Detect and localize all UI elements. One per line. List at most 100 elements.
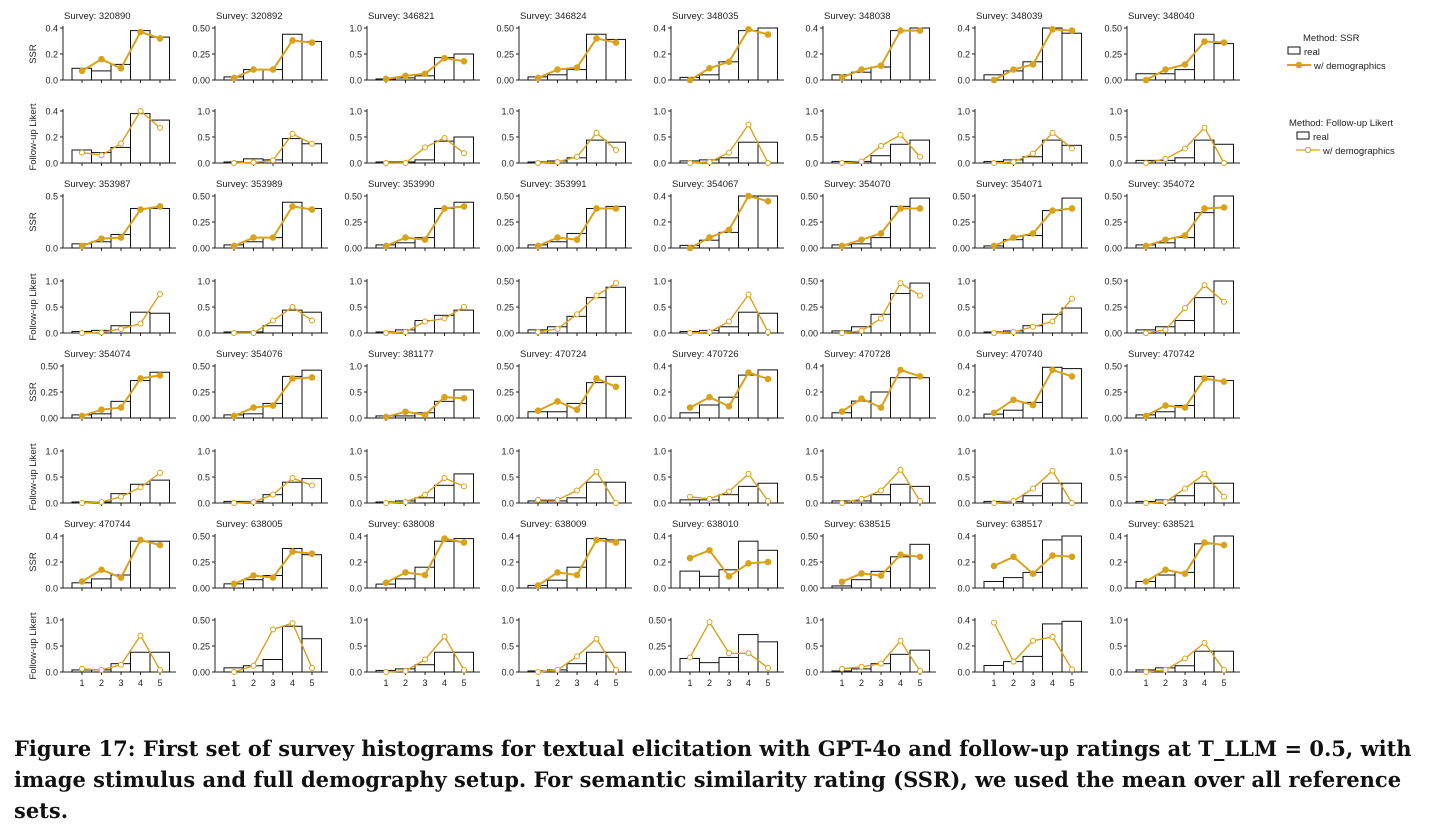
demographics-point: [1029, 570, 1037, 578]
demographics-point: [612, 539, 620, 546]
y-tick-label: 0.25: [344, 217, 362, 227]
y-tick-label: 0.5: [653, 472, 666, 482]
real-bar: [414, 664, 435, 673]
y-tick-label: 1.0: [653, 106, 666, 116]
panel-381177-fu: 0.0 0.5 1.0: [349, 446, 480, 508]
demographics-point: [461, 483, 467, 490]
panel-354067-ssr: Survey: 354067 0.0 0.2 0.4: [653, 179, 784, 253]
y-tick-label: 1.0: [805, 446, 818, 456]
real-bar: [1003, 577, 1024, 589]
panel-638521-ssr: Survey: 638521 0.0 0.2 0.4: [1109, 519, 1240, 593]
y-tick-label: 0.2: [653, 49, 666, 59]
x-tick-label: 5: [765, 678, 770, 688]
demographics-point: [1030, 637, 1036, 644]
y-tick-label: 0.0: [957, 498, 970, 508]
demographics-point: [421, 571, 429, 579]
demographics-point: [1201, 375, 1208, 382]
y-tick-label: 0.2: [805, 49, 818, 59]
demographics-point: [764, 31, 772, 38]
real-bar: [605, 286, 626, 334]
demographics-point: [917, 667, 923, 674]
demographics-line: [993, 28, 1073, 81]
y-tick-label: 0.4: [653, 531, 666, 541]
y-tick-label: 0.25: [952, 217, 970, 227]
demographics-point: [1049, 467, 1056, 474]
y-tick-label: 0.00: [192, 583, 210, 593]
y-tick-label: 0.4: [957, 23, 970, 33]
panel-470744-ssr: Survey: 470744 SSR 0.0 0.2 0.4: [28, 519, 176, 593]
demographics-point: [745, 369, 752, 376]
demographics-point: [98, 498, 105, 505]
demographics-point: [1201, 282, 1208, 289]
panel-470726-ssr: Survey: 470726 0.0 0.2 0.4: [653, 349, 784, 423]
demographics-point: [460, 57, 468, 65]
demographics-point: [156, 541, 164, 549]
demographics-point: [535, 669, 541, 675]
real-bar: [453, 136, 474, 164]
y-tick-label: 0.0: [653, 75, 666, 85]
real-bar: [1213, 280, 1234, 334]
real-bar: [757, 549, 778, 589]
demographics-point: [897, 366, 904, 374]
x-tick-label: 3: [1182, 678, 1187, 688]
demographics-point: [79, 330, 85, 336]
x-tick-label: 4: [898, 678, 903, 688]
x-tick-label: 1: [991, 678, 996, 688]
row-label-ssr: SSR: [28, 212, 39, 232]
y-tick-label: 0.50: [496, 276, 514, 286]
y-tick-label: 0.0: [1109, 583, 1122, 593]
y-tick-label: 0.50: [1104, 191, 1122, 201]
y-tick-label: 0.0: [805, 158, 818, 168]
x-tick-label: 3: [118, 678, 123, 688]
y-tick-label: 0.0: [197, 328, 210, 338]
y-tick-label: 0.25: [192, 557, 210, 567]
demographics-point: [231, 500, 237, 506]
demographics-point: [137, 484, 144, 491]
demographics-point: [706, 328, 713, 335]
y-tick-label: 0.25: [496, 217, 514, 227]
y-tick-label: 1.0: [653, 276, 666, 286]
demographics-point: [402, 408, 409, 416]
real-bar: [831, 585, 852, 589]
real-bar: [1022, 156, 1043, 164]
y-tick-label: 0.25: [800, 557, 818, 567]
y-tick-label: 0.00: [40, 413, 58, 423]
panel-470728-ssr: Survey: 470728 0.0 0.2 0.4: [805, 349, 936, 423]
demographics-point: [726, 149, 732, 156]
x-tick-label: 2: [1163, 678, 1168, 688]
y-tick-label: 0.2: [957, 557, 970, 567]
demographics-point: [687, 330, 693, 336]
demographics-point: [308, 206, 316, 213]
y-tick-label: 0.00: [496, 243, 514, 253]
demographics-point: [460, 539, 468, 546]
y-tick-label: 0.25: [192, 217, 210, 227]
x-tick-label: 5: [157, 678, 162, 688]
real-bar: [757, 369, 778, 419]
demographics-point: [1030, 323, 1036, 330]
demographics-point: [706, 619, 713, 626]
demographics-point: [441, 135, 448, 142]
demographics-point: [1201, 124, 1208, 131]
demographics-point: [1143, 669, 1149, 675]
panel-348040-ssr: Survey: 348040 0.00 0.25 0.50: [1104, 11, 1240, 85]
panel-470742-fu: 0.0 0.5 1.0: [1109, 446, 1240, 508]
demographics-point: [593, 35, 600, 42]
demographics-point: [613, 280, 619, 287]
real-bar: [1155, 242, 1176, 249]
y-tick-label: 1.0: [501, 106, 514, 116]
real-bar: [1042, 210, 1063, 249]
demographics-point: [441, 315, 448, 322]
demographics-point: [612, 383, 620, 391]
y-tick-label: 0.0: [45, 158, 58, 168]
panel-353990-ssr: Survey: 353990 0.00 0.25 0.50: [344, 179, 480, 253]
x-tick-label: 5: [613, 678, 618, 688]
demographics-point: [382, 242, 390, 250]
real-bar: [453, 473, 474, 504]
x-tick-label: 4: [290, 678, 295, 688]
demographics-point: [422, 656, 428, 663]
real-bar: [699, 74, 720, 81]
demographics-point: [838, 74, 846, 81]
y-tick-label: 1.0: [957, 106, 970, 116]
demographics-point: [1010, 66, 1017, 73]
demographics-point: [1068, 553, 1076, 561]
